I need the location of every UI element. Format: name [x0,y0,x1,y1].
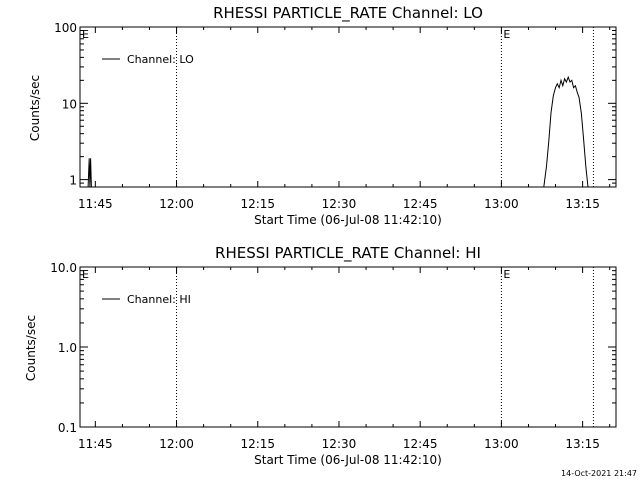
x-tick-label: 12:00 [159,437,194,451]
x-tick-label: 13:15 [565,197,600,211]
event-marker-label: E [503,28,510,41]
series-lines [80,75,616,188]
axis-ticks: 11:45 12:00 12:15 12:30 12:45 13:00 13:15 0.1 1.… [50,261,616,451]
y-axis-label: Counts/sec [24,315,38,381]
x-axis-label: Start Time (06-Jul-08 11:42:10) [254,453,442,467]
x-tick-label: 13:00 [484,197,519,211]
event-marker-label: E [503,268,510,281]
axis-ticks: 11:45 12:00 12:15 12:30 12:45 13:00 13:15 1 10 10… [54,21,616,211]
x-tick-label: 13:15 [565,437,600,451]
x-tick-label: 11:45 [78,197,113,211]
x-tick-label: 12:45 [403,197,438,211]
event-marker-label: E [82,28,89,41]
panel-hi: RHESSI PARTICLE_RATE Channel: HI Start T… [24,244,617,467]
y-tick-label: 0.1 [58,421,77,435]
legend: Channel: LO [102,53,194,66]
x-tick-label: 12:00 [159,197,194,211]
x-axis-label: Start Time (06-Jul-08 11:42:10) [254,213,442,227]
chart-title: RHESSI PARTICLE_RATE Channel: LO [213,4,483,23]
x-tick-label: 12:15 [240,437,275,451]
y-tick-label: 100 [54,21,77,35]
x-tick-label: 12:30 [322,437,357,451]
x-tick-label: 12:45 [403,437,438,451]
x-tick-label: 11:45 [78,437,113,451]
y-tick-label: 1.0 [58,341,77,355]
y-tick-label: 10 [62,97,77,111]
y-tick-label: 10.0 [50,261,77,275]
panel-lo: RHESSI PARTICLE_RATE Channel: LO Start T… [28,4,617,227]
x-tick-label: 12:30 [322,197,357,211]
legend-label: Channel: HI [127,293,191,306]
plot-frame [79,26,617,188]
x-tick-label: 12:15 [240,197,275,211]
x-tick-label: 13:00 [484,437,519,451]
event-marker-label: E [82,268,89,281]
y-axis-label: Counts/sec [28,75,42,141]
legend: Channel: HI [102,293,191,306]
plot-frame [79,266,617,428]
chart-title: RHESSI PARTICLE_RATE Channel: HI [215,244,481,263]
series-line [80,75,616,188]
y-tick-label: 1 [69,174,77,188]
footer-timestamp: 14-Oct-2021 21:47 [561,469,637,478]
legend-label: Channel: LO [127,53,194,66]
